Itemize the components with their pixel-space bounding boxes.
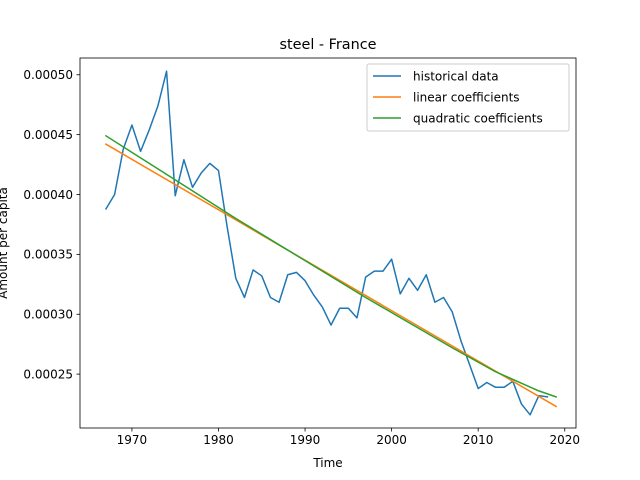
legend: historical data linear coefficients quadra… (366, 63, 570, 132)
legend-label: quadratic coefficients (413, 111, 543, 125)
x-tick-label: 1990 (290, 433, 321, 447)
x-tick-label: 2000 (376, 433, 407, 447)
y-tick-label: 0.00025 (23, 367, 73, 381)
legend-entries: historical data linear coefficients quadra… (373, 69, 543, 125)
y-tick-label: 0.00040 (23, 188, 73, 202)
x-tick-label: 2020 (549, 433, 580, 447)
axes-layer: 1970 1980 1990 2000 2010 2020 0.00025 0.00030 0.… (23, 68, 580, 447)
legend-label: historical data (413, 69, 499, 83)
series-layer (104, 70, 558, 416)
chart-title: steel - France (279, 37, 376, 53)
x-tick-label: 2010 (463, 433, 494, 447)
y-axis-label: Amount per capita (0, 187, 10, 299)
x-tick-label: 1970 (117, 433, 148, 447)
series-line-linear-coefficients (104, 143, 558, 408)
y-tick-label: 0.00030 (23, 308, 73, 322)
series-line-historical-data (104, 70, 549, 416)
plot-frame (79, 57, 577, 429)
x-tick-label: 1980 (203, 433, 234, 447)
x-axis-label: Time (312, 456, 342, 470)
series-line-quadratic-coefficients (104, 134, 558, 398)
y-tick-label: 0.00035 (23, 248, 73, 262)
legend-label: linear coefficients (413, 90, 520, 104)
y-tick-label: 0.00050 (23, 68, 73, 82)
legend-box (366, 63, 570, 132)
y-tick-label: 0.00045 (23, 128, 73, 142)
